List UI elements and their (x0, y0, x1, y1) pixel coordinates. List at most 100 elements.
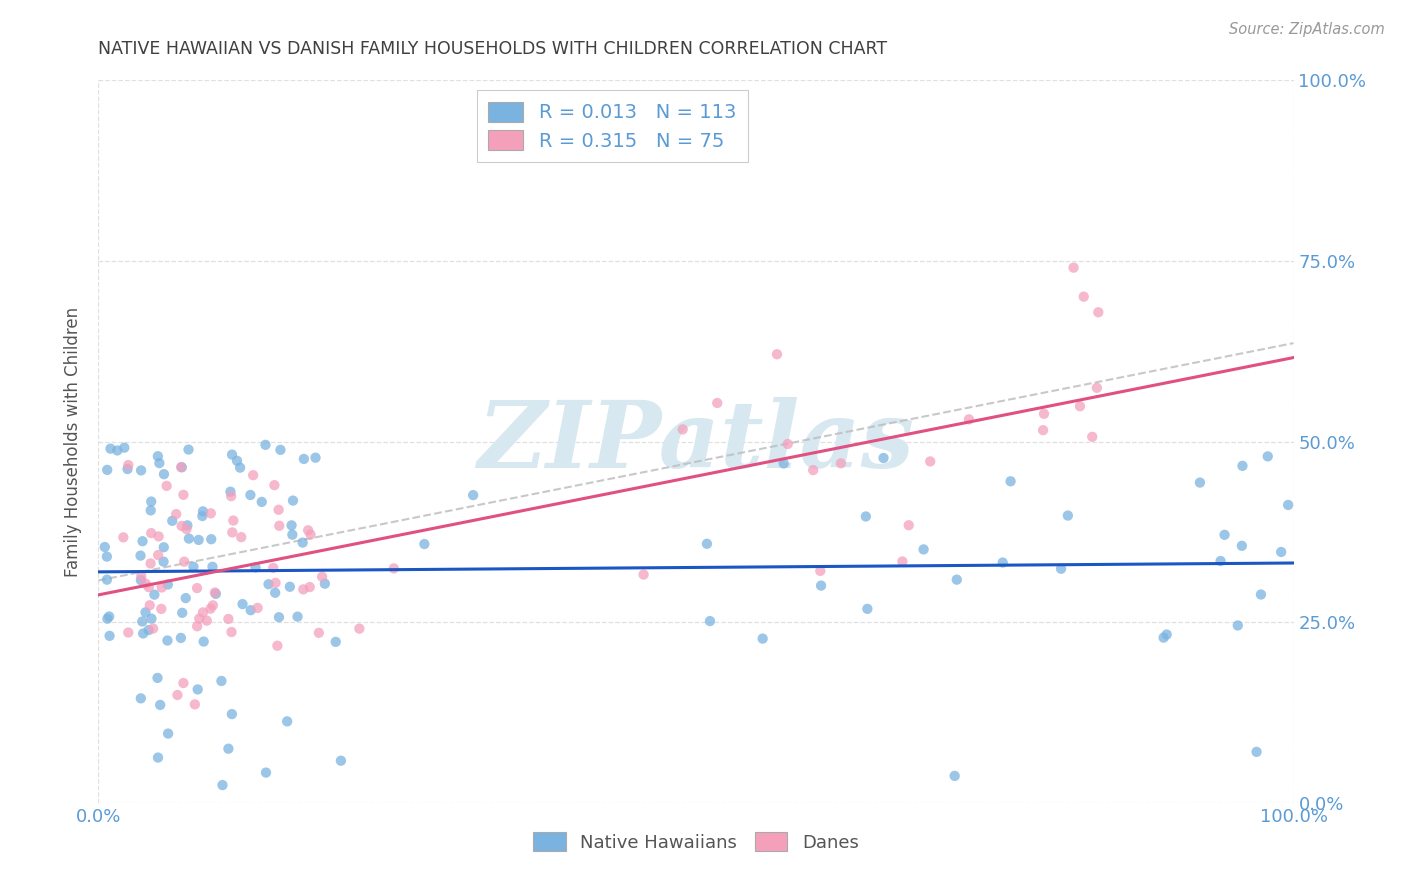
Point (776, 437, 799, 451)
Point (200, 601, 222, 615)
Point (269, 442, 291, 457)
Point (221, 448, 243, 462)
Point (706, 396, 728, 410)
Point (187, 682, 209, 697)
Point (219, 489, 242, 503)
Point (172, 676, 194, 690)
Point (278, 580, 301, 594)
Point (129, 549, 152, 563)
Point (176, 522, 198, 536)
Point (325, 635, 347, 649)
Point (291, 535, 314, 549)
Point (217, 612, 239, 626)
Point (855, 509, 877, 524)
Point (263, 478, 285, 492)
Text: NATIVE HAWAIIAN VS DANISH FAMILY HOUSEHOLDS WITH CHILDREN CORRELATION CHART: NATIVE HAWAIIAN VS DANISH FAMILY HOUSEHO… (98, 40, 887, 58)
Point (201, 599, 224, 613)
Point (413, 537, 436, 551)
Point (751, 632, 773, 646)
Point (148, 529, 170, 543)
Point (117, 458, 139, 472)
Point (96, 573, 118, 587)
Point (165, 507, 187, 521)
Point (239, 603, 262, 617)
Point (117, 625, 139, 640)
Point (292, 452, 315, 467)
Point (254, 438, 277, 452)
Point (142, 622, 165, 636)
Point (329, 754, 352, 768)
Point (314, 576, 336, 591)
Point (1277, 498, 1299, 512)
Point (100, 442, 122, 456)
Text: Source: ZipAtlas.com: Source: ZipAtlas.com (1229, 22, 1385, 37)
Point (96, 549, 118, 564)
Point (808, 564, 831, 578)
Point (170, 460, 193, 475)
Point (281, 493, 304, 508)
Point (172, 488, 194, 502)
Point (1057, 508, 1080, 523)
Point (148, 456, 170, 470)
Point (209, 673, 232, 688)
Point (204, 585, 226, 599)
Point (129, 463, 152, 477)
Point (1033, 407, 1056, 421)
Point (134, 605, 156, 619)
Point (183, 559, 205, 574)
Point (200, 533, 222, 547)
Point (156, 633, 179, 648)
Point (184, 698, 207, 712)
Point (176, 518, 198, 533)
Point (299, 527, 322, 541)
Point (152, 540, 174, 554)
Point (98, 609, 121, 624)
Point (138, 623, 160, 637)
Point (766, 347, 789, 361)
Point (1250, 587, 1272, 601)
Point (891, 554, 914, 568)
Point (920, 454, 942, 468)
Point (1270, 545, 1292, 559)
Point (250, 495, 273, 509)
Point (897, 518, 920, 533)
Point (463, 488, 485, 502)
Point (1246, 745, 1268, 759)
Point (177, 442, 200, 457)
Point (231, 530, 253, 544)
Point (1073, 290, 1095, 304)
Point (170, 519, 193, 533)
Point (292, 582, 315, 597)
Point (146, 750, 169, 764)
Point (222, 514, 245, 528)
Point (308, 625, 330, 640)
Point (1069, 399, 1091, 413)
Point (139, 599, 162, 613)
Point (957, 412, 980, 426)
Point (96, 463, 118, 477)
Point (912, 542, 935, 557)
Point (1153, 631, 1175, 645)
Point (276, 714, 298, 729)
Point (1156, 627, 1178, 641)
Point (139, 503, 162, 517)
Point (297, 523, 319, 537)
Point (117, 462, 139, 476)
Point (221, 525, 243, 540)
Point (269, 518, 291, 533)
Text: ZIPatlas: ZIPatlas (478, 397, 914, 486)
Point (221, 625, 243, 640)
Point (170, 631, 193, 645)
Point (1087, 305, 1109, 319)
Point (129, 573, 152, 587)
Point (188, 612, 211, 626)
Point (226, 454, 249, 468)
Point (146, 671, 169, 685)
Point (112, 441, 135, 455)
Point (205, 587, 228, 601)
Point (991, 556, 1014, 570)
Point (1032, 423, 1054, 437)
Point (195, 614, 218, 628)
Point (242, 468, 264, 483)
Point (157, 726, 180, 740)
